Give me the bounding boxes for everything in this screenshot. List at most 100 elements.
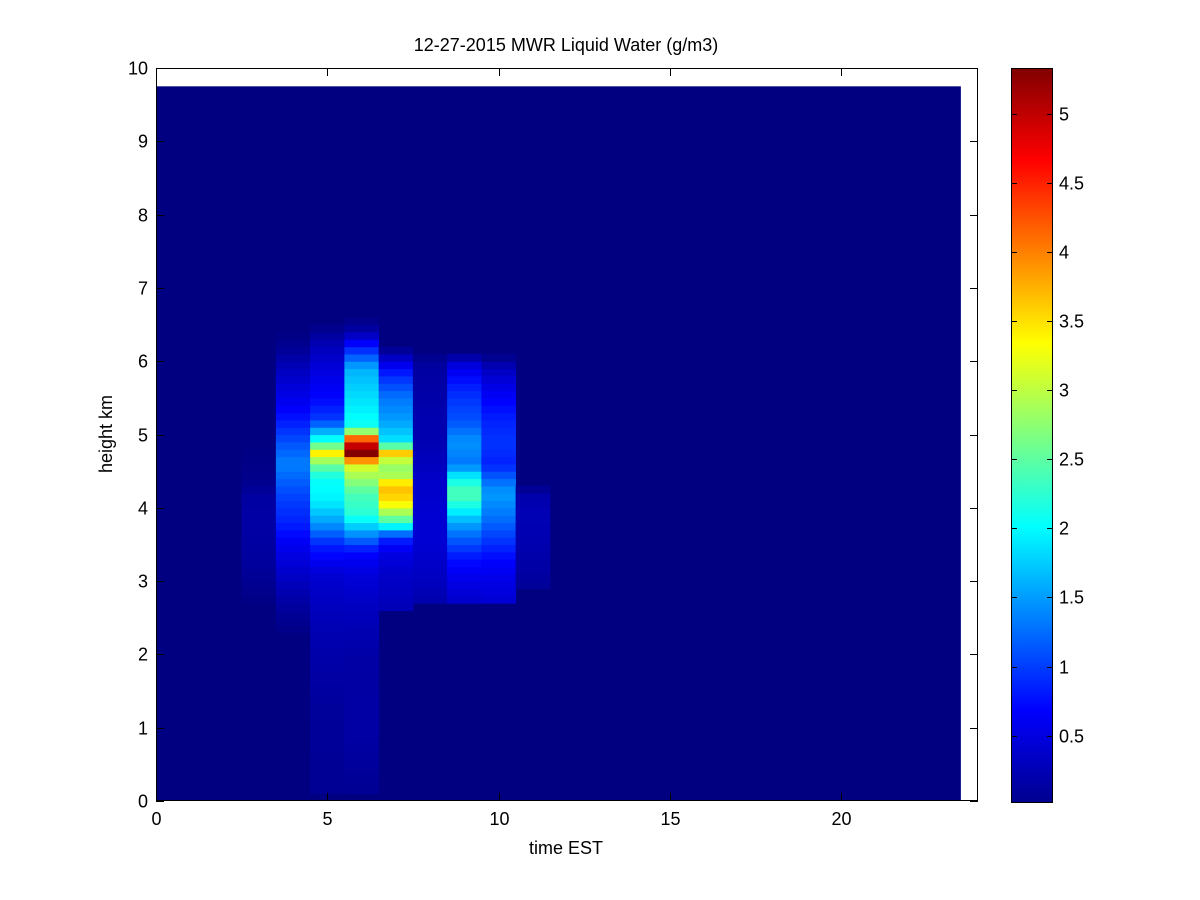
heatmap-cell: [515, 544, 551, 553]
heatmap-cell: [481, 493, 517, 502]
heatmap-cell: [310, 412, 345, 421]
heatmap-cell: [378, 419, 414, 428]
heatmap-cell: [275, 551, 311, 560]
heatmap-cell: [310, 566, 345, 575]
heatmap-cell: [447, 368, 482, 377]
heatmap-cell: [412, 412, 448, 421]
heatmap-cell: [447, 463, 482, 472]
x-axis-label: time EST: [529, 838, 603, 858]
heatmap-cell: [412, 478, 448, 487]
heatmap-cell: [310, 603, 345, 612]
heatmap-cell: [447, 544, 482, 553]
colorbar-frame: [1011, 68, 1053, 803]
heatmap-cell: [344, 339, 380, 348]
y-tick-label: 3: [138, 572, 148, 592]
heatmap-cell: [275, 427, 311, 436]
heatmap-cell: [412, 375, 448, 384]
heatmap-cell: [412, 383, 448, 392]
heatmap-cell: [344, 727, 380, 736]
heatmap-cell: [447, 456, 482, 465]
heatmap-cell: [378, 383, 414, 392]
heatmap-cell: [378, 456, 414, 465]
heatmap-cell: [378, 588, 414, 597]
heatmap-cell: [241, 559, 277, 568]
heatmap-cell: [310, 390, 345, 399]
heatmap-cell: [310, 419, 345, 428]
heatmap-cell: [378, 397, 414, 406]
heatmap-cell: [344, 515, 380, 524]
heatmap-cell: [310, 720, 345, 729]
heatmap-cell: [378, 559, 414, 568]
heatmap-cell: [412, 419, 448, 428]
heatmap-cell: [447, 581, 482, 590]
plot-frame: [156, 68, 978, 801]
heatmap-cell: [310, 573, 345, 582]
heatmap-cell: [344, 771, 380, 780]
heatmap-cell: [275, 368, 311, 377]
heatmap-cell: [310, 375, 345, 384]
heatmap-cell: [378, 566, 414, 575]
heatmap-cell: [447, 537, 482, 546]
heatmap-cell: [412, 441, 448, 450]
heatmap-cell: [447, 522, 482, 531]
heatmap-cell: [275, 537, 311, 546]
heatmap-cell: [515, 559, 551, 568]
heatmap-cell: [241, 500, 277, 509]
heatmap-cell: [344, 353, 380, 362]
heatmap-cell: [378, 471, 414, 480]
heatmap-cell: [241, 441, 277, 450]
heatmap-cell: [310, 427, 345, 436]
heatmap-cell: [275, 405, 311, 414]
heatmap-cell: [344, 522, 380, 531]
heatmap-cell: [481, 419, 517, 428]
heatmap-cell: [310, 485, 345, 494]
heatmap-cell: [378, 500, 414, 509]
heatmap-cell: [412, 471, 448, 480]
heatmap-cell: [481, 456, 517, 465]
heatmap-cell: [515, 581, 551, 590]
heatmap-cell: [344, 676, 380, 685]
heatmap-cell: [515, 537, 551, 546]
heatmap-cell: [481, 368, 517, 377]
heatmap-cell: [275, 522, 311, 531]
heatmap-cell: [378, 427, 414, 436]
heatmap-cell: [481, 485, 517, 494]
heatmap-cell: [447, 390, 482, 399]
heatmap-cell: [241, 493, 277, 502]
heatmap-cell: [241, 595, 277, 604]
heatmap-cell: [310, 588, 345, 597]
heatmap-cell: [344, 493, 380, 502]
heatmap-cell: [310, 683, 345, 692]
chart-title: 12-27-2015 MWR Liquid Water (g/m3): [414, 35, 718, 55]
heatmap-cell: [310, 551, 345, 560]
heatmap-cell: [344, 639, 380, 648]
heatmap-cell: [515, 529, 551, 538]
heatmap-cell: [275, 485, 311, 494]
heatmap-cell: [481, 500, 517, 509]
heatmap-cell: [310, 507, 345, 516]
heatmap-cell: [378, 412, 414, 421]
heatmap-cell: [275, 361, 311, 370]
heatmap-cell: [412, 573, 448, 582]
heatmap-cell: [344, 537, 380, 546]
heatmap-cell: [275, 390, 311, 399]
heatmap-cell: [241, 449, 277, 458]
colorbar-tick-label: 1.5: [1059, 588, 1084, 608]
heatmap-cell: [344, 786, 380, 795]
heatmap-cell: [481, 573, 517, 582]
heatmap-cell: [344, 647, 380, 655]
heatmap-cell: [275, 493, 311, 502]
heatmap-cell: [412, 522, 448, 531]
heatmap-cell: [447, 361, 482, 370]
heatmap-cell: [344, 573, 380, 582]
heatmap-cell: [344, 764, 380, 773]
heatmap-cell: [481, 515, 517, 524]
heatmap-cell: [241, 463, 277, 472]
y-axis: 0 1 2 3 4 5 6 7 8 9 10: [128, 59, 978, 812]
heatmap-cell: [481, 581, 517, 590]
heatmap-cell: [412, 456, 448, 465]
heatmap-cell: [412, 551, 448, 560]
heatmap-cell: [515, 566, 551, 575]
heatmap-cell: [275, 375, 311, 384]
heatmap-cell: [481, 449, 517, 458]
